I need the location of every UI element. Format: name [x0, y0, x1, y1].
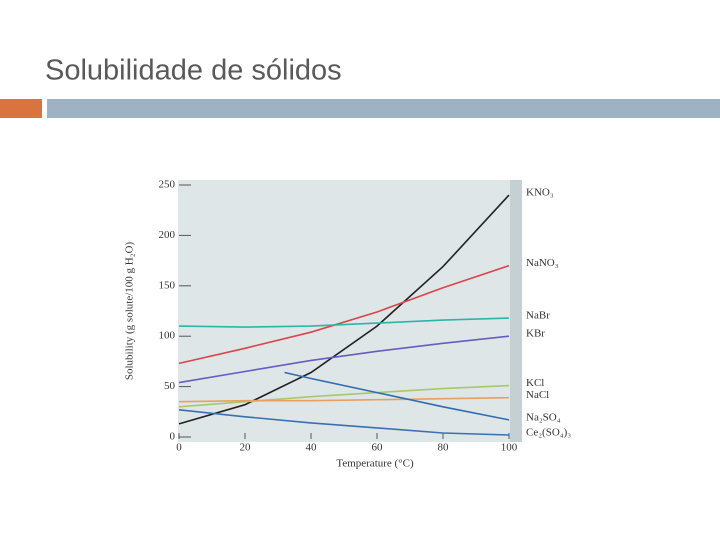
series-label: NaBr: [526, 310, 550, 322]
series-line: [178, 194, 510, 425]
series-line: [284, 371, 510, 421]
series-label: KBr: [526, 328, 545, 340]
series-line: [178, 409, 510, 436]
series-label: NaCl: [526, 389, 549, 401]
series-label: KNO₃: [526, 187, 554, 199]
series-label: Ce₂(SO₄)₃: [526, 427, 571, 439]
header-bar: [47, 99, 720, 118]
x-tick-label: 80: [438, 442, 450, 454]
series-label: NaNO₃: [526, 257, 559, 269]
slide-title: Solubilidade de sólidos: [45, 55, 342, 87]
x-axis-label: Temperature (°C): [336, 458, 414, 470]
series-line: [178, 396, 510, 403]
series-label: Na₂SO₄: [526, 411, 561, 423]
x-tick-label: 40: [306, 442, 318, 454]
y-tick-label: 250: [159, 179, 176, 191]
series-line: [178, 317, 510, 328]
y-tick-label: 100: [159, 330, 176, 342]
series-line: [178, 335, 510, 384]
accent-bar: [0, 99, 42, 118]
y-axis-label: Solubility (g solute/100 g H₂O): [124, 242, 136, 381]
plot-edge: [510, 180, 522, 442]
y-tick-label: 50: [164, 380, 176, 392]
x-tick-label: 20: [240, 442, 252, 454]
x-tick-label: 60: [372, 442, 384, 454]
y-tick-label: 0: [170, 431, 176, 443]
x-tick-label: 100: [501, 442, 518, 454]
y-tick-label: 150: [159, 279, 176, 291]
x-tick-label: 0: [176, 442, 182, 454]
series-line: [178, 384, 510, 408]
series-line: [178, 264, 510, 365]
y-tick-label: 200: [159, 229, 176, 241]
series-label: KCl: [526, 377, 544, 389]
